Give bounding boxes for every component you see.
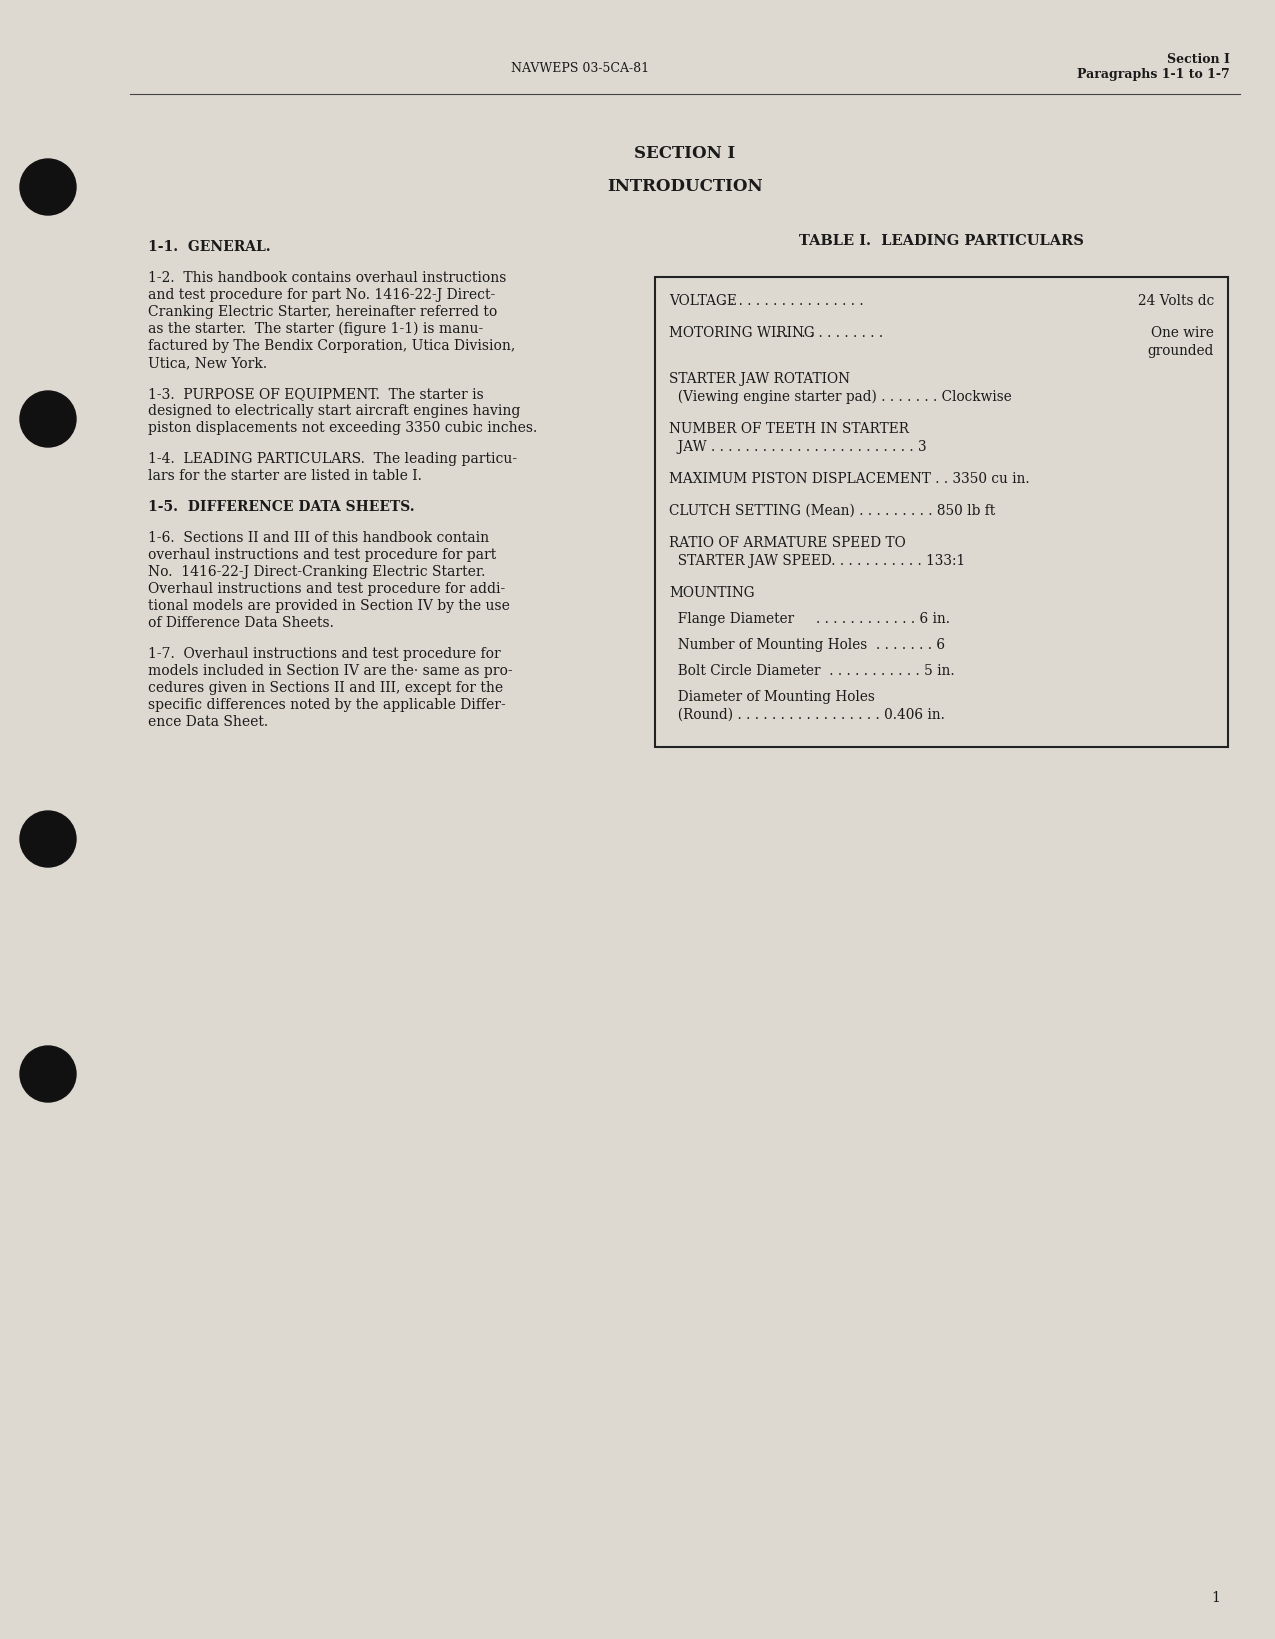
Text: 1-2.  This handbook contains overhaul instructions: 1-2. This handbook contains overhaul ins…: [148, 270, 506, 285]
Text: factured by The Bendix Corporation, Utica Division,: factured by The Bendix Corporation, Utic…: [148, 339, 515, 352]
Text: (Round) . . . . . . . . . . . . . . . . . 0.406 in.: (Round) . . . . . . . . . . . . . . . . …: [669, 708, 945, 721]
Text: STARTER JAW ROTATION: STARTER JAW ROTATION: [669, 372, 850, 385]
Text: NAVWEPS 03-5CA-81: NAVWEPS 03-5CA-81: [511, 62, 649, 75]
Text: SECTION I: SECTION I: [635, 144, 736, 162]
Circle shape: [20, 392, 76, 447]
Text: STARTER JAW SPEED. . . . . . . . . . . 133:1: STARTER JAW SPEED. . . . . . . . . . . 1…: [669, 554, 965, 567]
Text: No.  1416-22-J Direct-Cranking Electric Starter.: No. 1416-22-J Direct-Cranking Electric S…: [148, 565, 486, 579]
Text: Section I: Section I: [1167, 52, 1230, 66]
Text: JAW . . . . . . . . . . . . . . . . . . . . . . . . 3: JAW . . . . . . . . . . . . . . . . . . …: [669, 439, 927, 454]
Text: overhaul instructions and test procedure for part: overhaul instructions and test procedure…: [148, 547, 496, 562]
Text: 1-7.  Overhaul instructions and test procedure for: 1-7. Overhaul instructions and test proc…: [148, 647, 501, 661]
Text: One wire: One wire: [1151, 326, 1214, 339]
Circle shape: [20, 1046, 76, 1103]
Text: Cranking Electric Starter, hereinafter referred to: Cranking Electric Starter, hereinafter r…: [148, 305, 497, 320]
Text: NUMBER OF TEETH IN STARTER: NUMBER OF TEETH IN STARTER: [669, 421, 909, 436]
Bar: [655, 279, 1228, 747]
Text: RATIO OF ARMATURE SPEED TO: RATIO OF ARMATURE SPEED TO: [669, 536, 905, 549]
Text: . . . . . . . . . . . . . . . . .: . . . . . . . . . . . . . . . . .: [717, 293, 863, 308]
Text: cedures given in Sections II and III, except for the: cedures given in Sections II and III, ex…: [148, 680, 504, 695]
Text: MOUNTING: MOUNTING: [669, 585, 755, 600]
Text: of Difference Data Sheets.: of Difference Data Sheets.: [148, 616, 334, 629]
Text: INTRODUCTION: INTRODUCTION: [607, 179, 762, 195]
Text: 1-6.  Sections II and III of this handbook contain: 1-6. Sections II and III of this handboo…: [148, 531, 490, 544]
Text: Utica, New York.: Utica, New York.: [148, 356, 268, 370]
Text: grounded: grounded: [1148, 344, 1214, 357]
Text: Bolt Circle Diameter  . . . . . . . . . . . 5 in.: Bolt Circle Diameter . . . . . . . . . .…: [669, 664, 955, 677]
Text: Flange Diameter     . . . . . . . . . . . . 6 in.: Flange Diameter . . . . . . . . . . . . …: [669, 611, 950, 626]
Text: piston displacements not exceeding 3350 cubic inches.: piston displacements not exceeding 3350 …: [148, 421, 537, 434]
Text: specific differences noted by the applicable Differ-: specific differences noted by the applic…: [148, 698, 506, 711]
Text: 1-5.  DIFFERENCE DATA SHEETS.: 1-5. DIFFERENCE DATA SHEETS.: [148, 500, 414, 513]
Circle shape: [20, 161, 76, 216]
Text: (Viewing engine starter pad) . . . . . . . Clockwise: (Viewing engine starter pad) . . . . . .…: [669, 390, 1012, 405]
Text: models included in Section IV are the· same as pro-: models included in Section IV are the· s…: [148, 664, 513, 677]
Text: . . . . . . . . . . . . .: . . . . . . . . . . . . .: [771, 326, 884, 339]
Text: MAXIMUM PISTON DISPLACEMENT . . 3350 cu in.: MAXIMUM PISTON DISPLACEMENT . . 3350 cu …: [669, 472, 1030, 485]
Text: lars for the starter are listed in table I.: lars for the starter are listed in table…: [148, 469, 422, 484]
Text: 1-3.  PURPOSE OF EQUIPMENT.  The starter is: 1-3. PURPOSE OF EQUIPMENT. The starter i…: [148, 387, 483, 402]
Text: Overhaul instructions and test procedure for addi-: Overhaul instructions and test procedure…: [148, 582, 505, 595]
Text: tional models are provided in Section IV by the use: tional models are provided in Section IV…: [148, 598, 510, 613]
Text: Paragraphs 1-1 to 1-7: Paragraphs 1-1 to 1-7: [1077, 67, 1230, 80]
Text: Number of Mounting Holes  . . . . . . . 6: Number of Mounting Holes . . . . . . . 6: [669, 638, 945, 652]
Text: ence Data Sheet.: ence Data Sheet.: [148, 715, 268, 729]
Text: TABLE I.  LEADING PARTICULARS: TABLE I. LEADING PARTICULARS: [799, 234, 1084, 247]
Circle shape: [20, 811, 76, 867]
Text: 24 Volts dc: 24 Volts dc: [1137, 293, 1214, 308]
Text: CLUTCH SETTING (Mean) . . . . . . . . . 850 lb ft: CLUTCH SETTING (Mean) . . . . . . . . . …: [669, 503, 996, 518]
Text: 1: 1: [1211, 1590, 1220, 1605]
Text: 1-1.  GENERAL.: 1-1. GENERAL.: [148, 239, 270, 254]
Text: VOLTAGE: VOLTAGE: [669, 293, 737, 308]
Text: designed to electrically start aircraft engines having: designed to electrically start aircraft …: [148, 403, 520, 418]
Text: MOTORING WIRING: MOTORING WIRING: [669, 326, 815, 339]
Text: as the starter.  The starter (figure 1-1) is manu-: as the starter. The starter (figure 1-1)…: [148, 321, 483, 336]
Text: 1-4.  LEADING PARTICULARS.  The leading particu-: 1-4. LEADING PARTICULARS. The leading pa…: [148, 452, 518, 465]
Text: Diameter of Mounting Holes: Diameter of Mounting Holes: [669, 690, 875, 703]
Text: and test procedure for part No. 1416-22-J Direct-: and test procedure for part No. 1416-22-…: [148, 288, 495, 302]
